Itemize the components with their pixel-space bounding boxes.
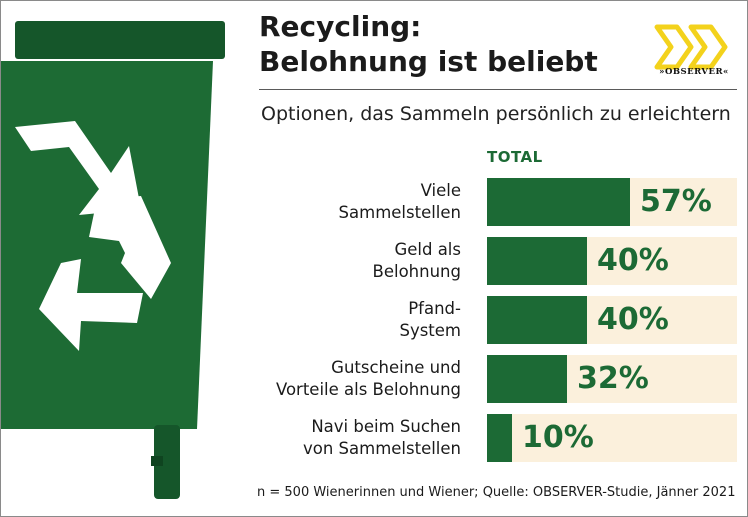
recycle-icon bbox=[15, 121, 171, 351]
bar bbox=[487, 355, 567, 403]
value-label: 32% bbox=[577, 361, 649, 396]
title-line-2: Belohnung ist beliebt bbox=[259, 45, 598, 78]
bar bbox=[487, 178, 630, 226]
bar-track: 40% bbox=[487, 296, 737, 344]
series-header-total: TOTAL bbox=[487, 148, 543, 166]
bin-wheel bbox=[154, 425, 180, 499]
observer-logo-text: »OBSERVER« bbox=[659, 67, 729, 77]
value-label: 10% bbox=[522, 420, 594, 455]
category-label: Geld als Belohnung bbox=[373, 239, 461, 283]
category-label: Navi beim Suchen von Sammelstellen bbox=[303, 416, 461, 460]
source-footnote: n = 500 Wienerinnen und Wiener; Quelle: … bbox=[257, 485, 736, 500]
value-label: 57% bbox=[640, 184, 712, 219]
observer-logo-icon bbox=[654, 24, 728, 70]
value-label: 40% bbox=[597, 243, 669, 278]
category-label: Pfand- System bbox=[399, 298, 461, 342]
logo-chevron-right bbox=[688, 24, 728, 70]
bar bbox=[487, 414, 512, 462]
category-label-line: Vorteile als Belohnung bbox=[275, 380, 461, 399]
chart-title: Recycling: Belohnung ist beliebt bbox=[259, 9, 598, 79]
chart-subtitle: Optionen, das Sammeln persönlich zu erle… bbox=[261, 103, 731, 125]
title-divider bbox=[259, 89, 737, 90]
category-label-line: Belohnung bbox=[372, 262, 461, 281]
category-label-line: Gutscheine und bbox=[331, 358, 461, 377]
value-label: 40% bbox=[597, 302, 669, 337]
bar-track: 57% bbox=[487, 178, 737, 226]
logo-chevron-left bbox=[654, 24, 694, 70]
category-label-line: Navi beim Suchen bbox=[311, 417, 461, 436]
bar-track: 40% bbox=[487, 237, 737, 285]
bar-track: 10% bbox=[487, 414, 737, 462]
category-label-line: Viele bbox=[420, 181, 461, 200]
category-label-line: Pfand- bbox=[408, 299, 461, 318]
bar bbox=[487, 237, 587, 285]
category-label-line: System bbox=[399, 321, 461, 340]
title-line-1: Recycling: bbox=[259, 10, 422, 43]
category-label-line: Geld als bbox=[394, 240, 461, 259]
category-label-line: Sammelstellen bbox=[338, 203, 461, 222]
recycling-bin-illustration bbox=[1, 21, 225, 499]
category-label: Viele Sammelstellen bbox=[339, 180, 461, 224]
bin-axle bbox=[151, 456, 163, 466]
bin-body bbox=[1, 61, 213, 429]
bar-track: 32% bbox=[487, 355, 737, 403]
category-label-line: von Sammelstellen bbox=[302, 439, 461, 458]
category-label: Gutscheine und Vorteile als Belohnung bbox=[276, 357, 461, 401]
bin-lid bbox=[15, 21, 225, 59]
bar bbox=[487, 296, 587, 344]
